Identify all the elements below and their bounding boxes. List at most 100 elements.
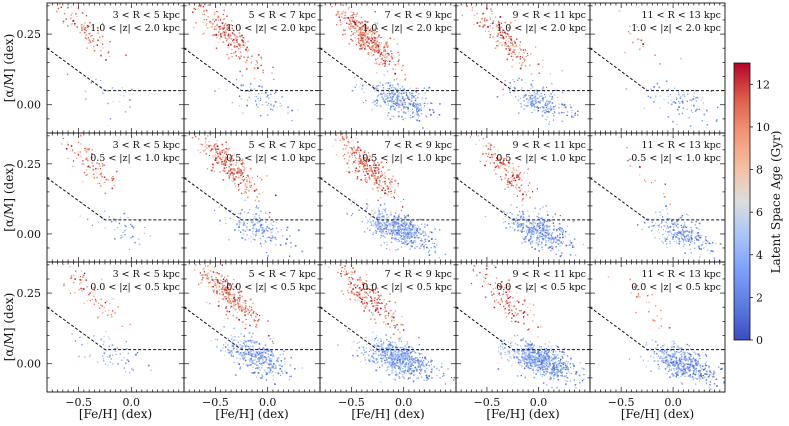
data-point [87,343,89,345]
data-point [697,239,700,241]
data-point [223,158,226,161]
data-point [544,236,546,238]
data-point [380,244,382,247]
data-point [516,38,518,40]
data-point [224,218,227,221]
data-point [132,225,134,227]
data-point [538,232,541,235]
data-point [681,215,684,217]
data-point [690,234,693,237]
data-point [239,70,241,73]
data-point [533,226,535,228]
data-point [572,116,575,118]
data-point [361,161,363,163]
data-point [530,53,532,55]
data-point [222,149,225,151]
data-point [100,54,102,57]
data-point [519,55,522,58]
data-point [527,233,529,235]
data-point [370,52,373,54]
data-point [671,234,673,236]
data-point [408,104,410,106]
data-point [355,157,358,160]
data-point [213,209,216,211]
data-point [242,46,244,48]
data-point [559,226,561,229]
data-point [386,232,388,235]
data-point [59,3,61,5]
data-point [386,185,389,187]
data-point [532,224,534,226]
data-point [273,104,275,107]
data-point [230,171,232,173]
data-point [240,222,242,224]
data-point [104,227,106,229]
data-point [482,138,484,140]
data-point [700,245,702,247]
data-point [390,211,392,213]
data-point [103,176,106,178]
data-point [546,232,548,234]
data-point [529,104,532,106]
data-point [506,45,508,47]
data-point [79,336,81,339]
data-point [355,15,357,17]
data-point [230,168,233,170]
data-point [241,159,243,162]
data-point [334,138,337,141]
data-point [403,198,405,200]
data-point [398,217,401,220]
data-point [71,150,73,152]
data-point [667,227,670,229]
data-point [364,165,366,167]
data-point [534,227,537,229]
data-point [656,82,659,85]
data-point [496,159,498,162]
data-point [258,85,261,88]
data-point [230,38,232,40]
divider-line [456,47,590,92]
data-point [428,254,431,256]
data-point [394,222,396,224]
data-point [654,179,656,182]
data-point [261,92,263,94]
data-point [197,149,199,151]
data-point [395,179,397,181]
data-point [275,89,278,91]
data-point [544,237,547,239]
data-point [87,37,89,39]
data-point [393,100,395,102]
data-point [511,175,514,177]
data-point [693,104,695,107]
data-point [99,173,102,176]
data-point [241,209,243,211]
data-point [525,95,527,97]
data-point [395,229,398,232]
data-point [424,92,427,94]
data-point [270,93,272,95]
data-point [237,183,240,186]
data-point [379,163,381,165]
data-point [376,105,378,107]
data-point [85,150,88,153]
data-point [372,220,374,222]
data-point [116,226,119,229]
data-point [366,199,368,201]
data-point [203,18,205,21]
data-point [253,233,255,235]
data-point [690,251,692,254]
data-point [345,16,347,19]
data-point [247,183,249,185]
data-point [384,83,386,85]
data-point [545,205,547,207]
data-point [104,210,106,212]
data-point [361,26,363,28]
data-point [216,140,218,142]
data-point [79,134,82,137]
data-point [568,244,571,246]
data-points [192,4,299,122]
data-point [508,222,510,225]
data-point [356,12,359,14]
data-point [496,35,499,37]
data-point [388,100,391,102]
